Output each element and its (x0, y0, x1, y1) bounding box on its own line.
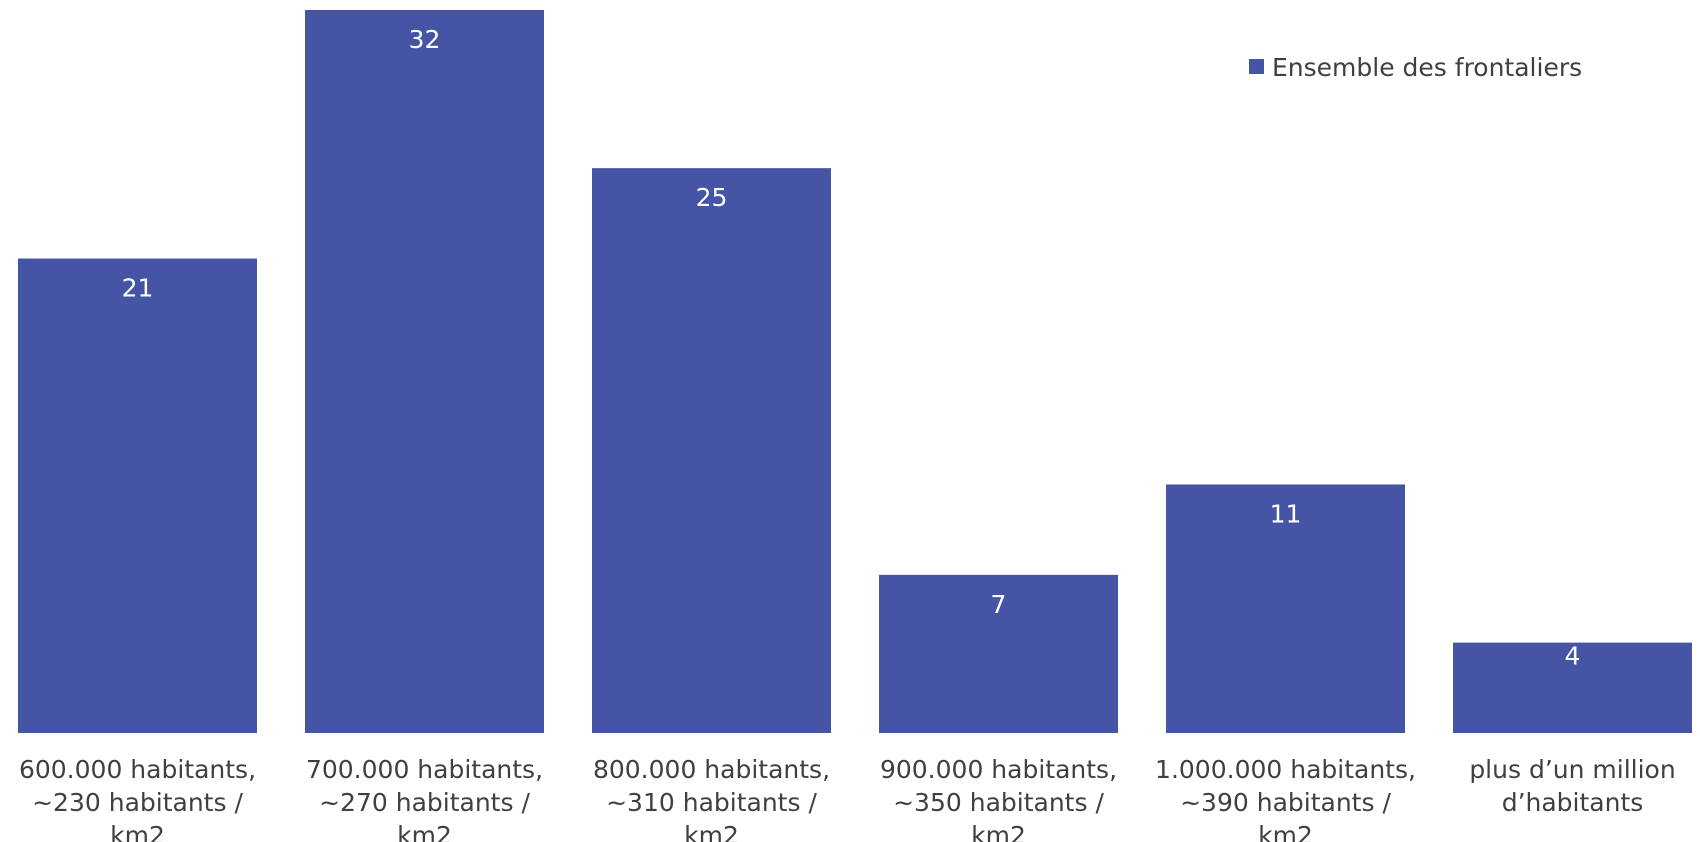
x-tick-label-line: 1.000.000 habitants, (1155, 755, 1416, 784)
bar-2 (305, 10, 544, 733)
bar-value-label-6: 4 (1565, 642, 1581, 671)
bar-value-label-4: 7 (991, 590, 1007, 619)
x-tick-label-line: 600.000 habitants, (19, 755, 256, 784)
x-tick-label-line: km2 (684, 821, 739, 842)
bar-4 (879, 574, 1118, 733)
x-tick-label-line: plus d’un million (1469, 755, 1675, 784)
x-tick-label-line: km2 (1258, 821, 1313, 842)
bar-6 (1453, 642, 1692, 733)
x-tick-label-line: ~230 habitants / (32, 788, 243, 817)
x-tick-label-line: ~310 habitants / (606, 788, 817, 817)
x-axis-tick-labels: 600.000 habitants, ~230 habitants / km2700… (19, 755, 1676, 842)
x-tick-label-line: ~390 habitants / (1180, 788, 1391, 817)
x-tick-label-line: km2 (110, 821, 165, 842)
x-tick-label-line: 900.000 habitants, (880, 755, 1117, 784)
x-tick-label-line: 800.000 habitants, (593, 755, 830, 784)
x-tick-label-line: ~350 habitants / (893, 788, 1104, 817)
bar-value-label-1: 21 (122, 274, 154, 303)
x-tick-label-line: km2 (971, 821, 1026, 842)
bar-value-label-5: 11 (1270, 499, 1302, 528)
x-tick-label-line: ~270 habitants / (319, 788, 530, 817)
bar-value-label-2: 32 (409, 25, 441, 54)
x-tick-label-2: 700.000 habitants, ~270 habitants / km2 (306, 755, 543, 842)
x-tick-label-4: 900.000 habitants, ~350 habitants / km2 (880, 755, 1117, 842)
legend: Ensemble des frontaliers (1249, 53, 1582, 82)
x-tick-label-line: 700.000 habitants, (306, 755, 543, 784)
legend-label: Ensemble des frontaliers (1272, 53, 1582, 82)
x-tick-label-3: 800.000 habitants, ~310 habitants / km2 (593, 755, 830, 842)
legend-swatch (1249, 59, 1264, 74)
x-tick-label-6: plus d’un million d’habitants (1469, 755, 1675, 817)
bars-group (18, 10, 1692, 733)
bar-value-labels: 21 32 25 7 11 4 (122, 25, 1581, 671)
x-tick-label-line: km2 (397, 821, 452, 842)
bar-1 (18, 258, 257, 733)
x-tick-label-5: 1.000.000 habitants, ~390 habitants / km2 (1155, 755, 1416, 842)
bar-3 (592, 168, 831, 733)
x-tick-label-1: 600.000 habitants, ~230 habitants / km2 (19, 755, 256, 842)
bar-5 (1166, 484, 1405, 733)
bar-value-label-3: 25 (696, 183, 728, 212)
x-tick-label-line: d’habitants (1502, 788, 1644, 817)
